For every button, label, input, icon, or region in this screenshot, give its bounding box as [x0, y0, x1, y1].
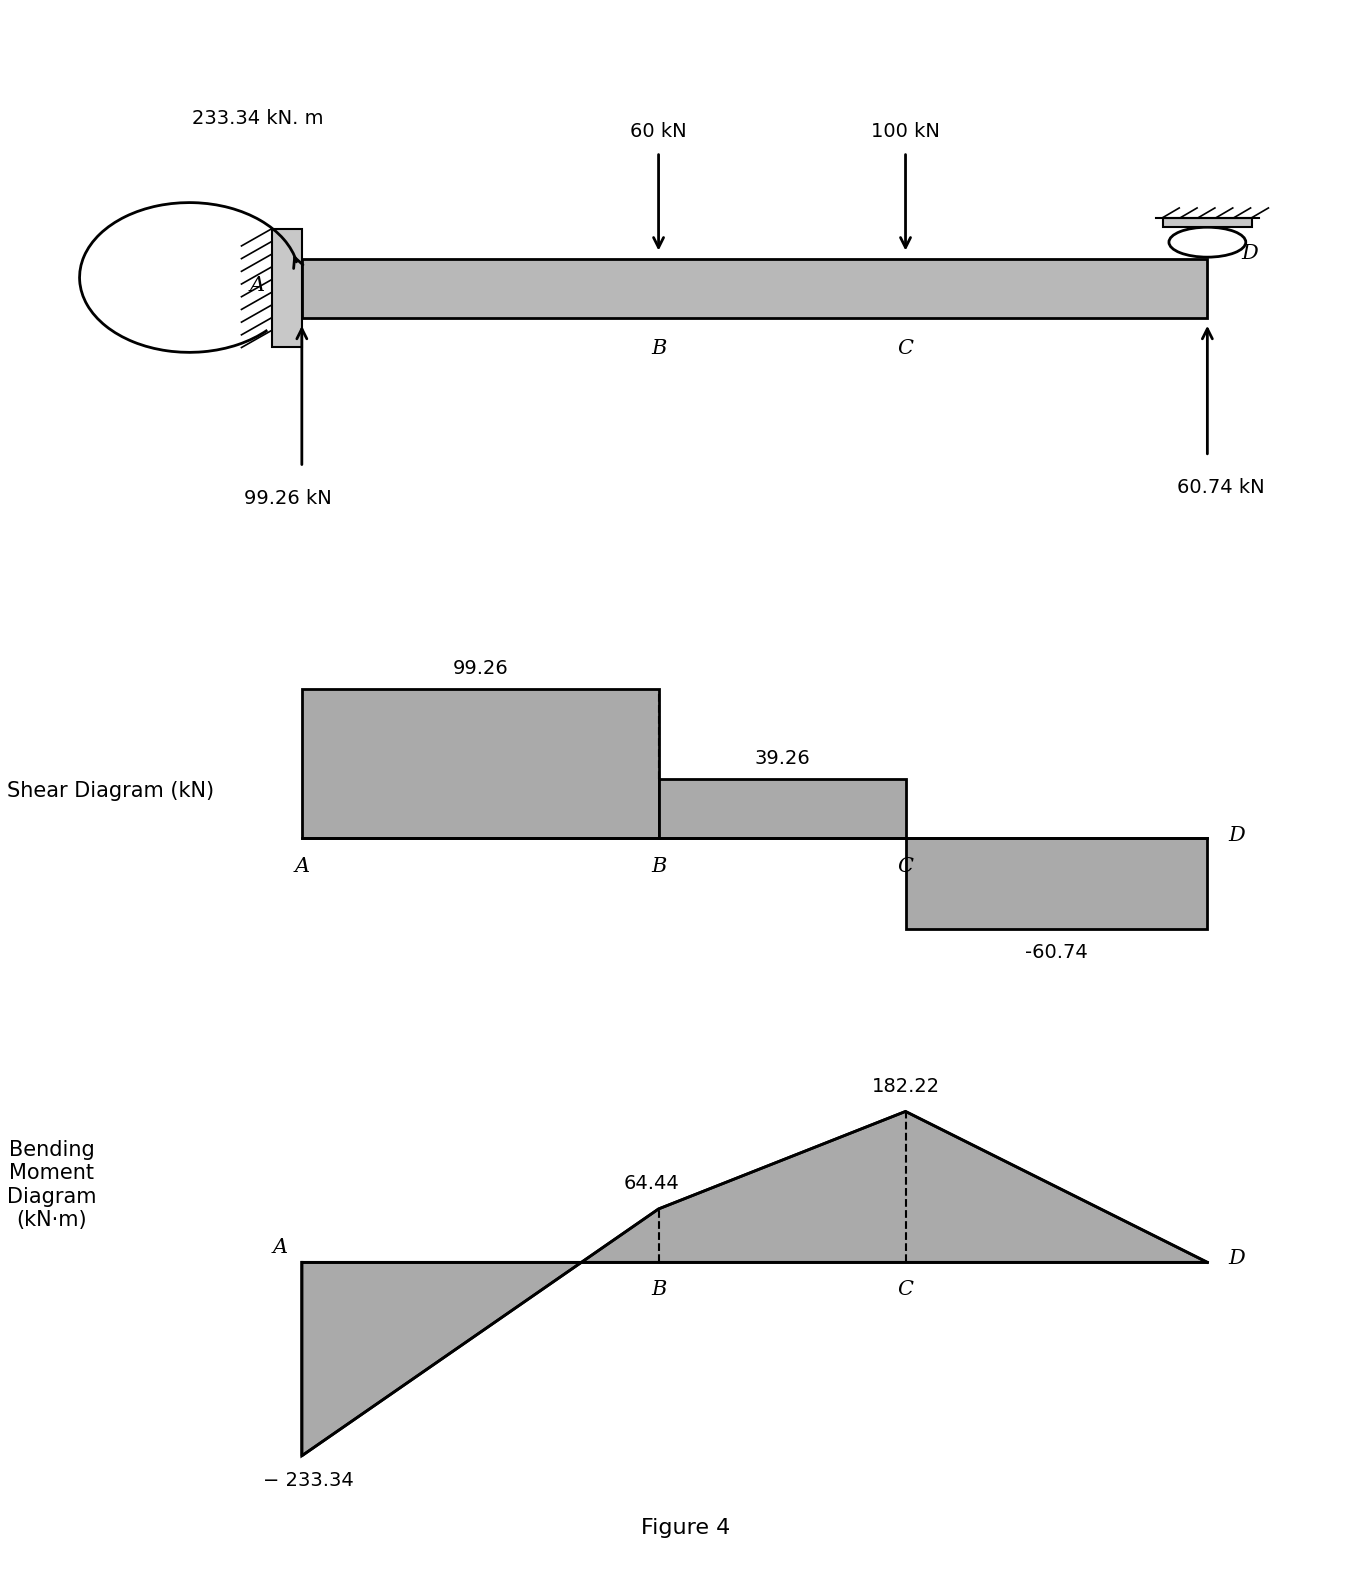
Text: 100 kN: 100 kN	[871, 123, 940, 142]
Text: 39.26: 39.26	[755, 749, 809, 768]
Text: A: A	[294, 857, 310, 876]
Text: C: C	[897, 1280, 914, 1299]
Text: Bending
Moment
Diagram
(kN·m): Bending Moment Diagram (kN·m)	[7, 1140, 96, 1230]
Text: 60 kN: 60 kN	[630, 123, 687, 142]
Text: -60.74: -60.74	[1025, 944, 1088, 963]
Text: A: A	[250, 275, 265, 296]
Text: B: B	[650, 857, 667, 876]
Text: 64.44: 64.44	[624, 1175, 679, 1194]
Polygon shape	[659, 779, 906, 837]
Text: Figure 4: Figure 4	[641, 1518, 731, 1538]
Text: 182.22: 182.22	[871, 1078, 940, 1096]
Bar	[1162, 217, 1251, 227]
Text: 99.26: 99.26	[453, 659, 508, 678]
Text: 60.74 kN: 60.74 kN	[1177, 478, 1265, 497]
Polygon shape	[906, 837, 1207, 930]
Bar	[302, 258, 1207, 318]
Text: B: B	[650, 1280, 667, 1299]
Bar	[272, 230, 302, 348]
Polygon shape	[582, 1112, 1207, 1262]
Text: C: C	[897, 338, 914, 359]
Text: D: D	[1228, 1249, 1244, 1268]
Text: D: D	[1242, 244, 1258, 263]
Text: − 233.34: − 233.34	[263, 1471, 354, 1490]
Text: B: B	[650, 338, 667, 359]
Polygon shape	[302, 1262, 582, 1455]
Text: Shear Diagram (kN): Shear Diagram (kN)	[7, 782, 214, 801]
Text: 99.26 kN: 99.26 kN	[244, 489, 332, 508]
Text: C: C	[897, 857, 914, 876]
Text: A: A	[273, 1238, 288, 1257]
Polygon shape	[302, 689, 659, 837]
Text: 233.34 kN. m: 233.34 kN. m	[192, 109, 324, 127]
Text: D: D	[1228, 826, 1244, 845]
